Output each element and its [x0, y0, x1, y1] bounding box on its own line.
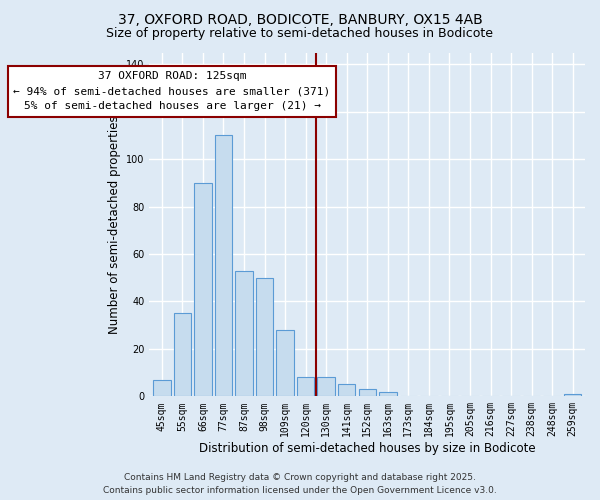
Bar — [277, 330, 294, 396]
Text: 37, OXFORD ROAD, BODICOTE, BANBURY, OX15 4AB: 37, OXFORD ROAD, BODICOTE, BANBURY, OX15… — [118, 12, 482, 26]
Bar — [215, 136, 232, 396]
Bar — [235, 270, 253, 396]
Bar — [359, 389, 376, 396]
Bar — [256, 278, 273, 396]
Bar — [317, 378, 335, 396]
Bar — [153, 380, 170, 396]
Bar — [379, 392, 397, 396]
Text: Size of property relative to semi-detached houses in Bodicote: Size of property relative to semi-detach… — [107, 28, 493, 40]
Bar — [297, 378, 314, 396]
Text: Contains HM Land Registry data © Crown copyright and database right 2025.
Contai: Contains HM Land Registry data © Crown c… — [103, 474, 497, 495]
Text: 37 OXFORD ROAD: 125sqm
← 94% of semi-detached houses are smaller (371)
5% of sem: 37 OXFORD ROAD: 125sqm ← 94% of semi-det… — [13, 72, 331, 111]
Bar — [338, 384, 355, 396]
Bar — [173, 314, 191, 396]
Bar — [564, 394, 581, 396]
X-axis label: Distribution of semi-detached houses by size in Bodicote: Distribution of semi-detached houses by … — [199, 442, 536, 455]
Bar — [194, 183, 212, 396]
Y-axis label: Number of semi-detached properties: Number of semi-detached properties — [107, 115, 121, 334]
